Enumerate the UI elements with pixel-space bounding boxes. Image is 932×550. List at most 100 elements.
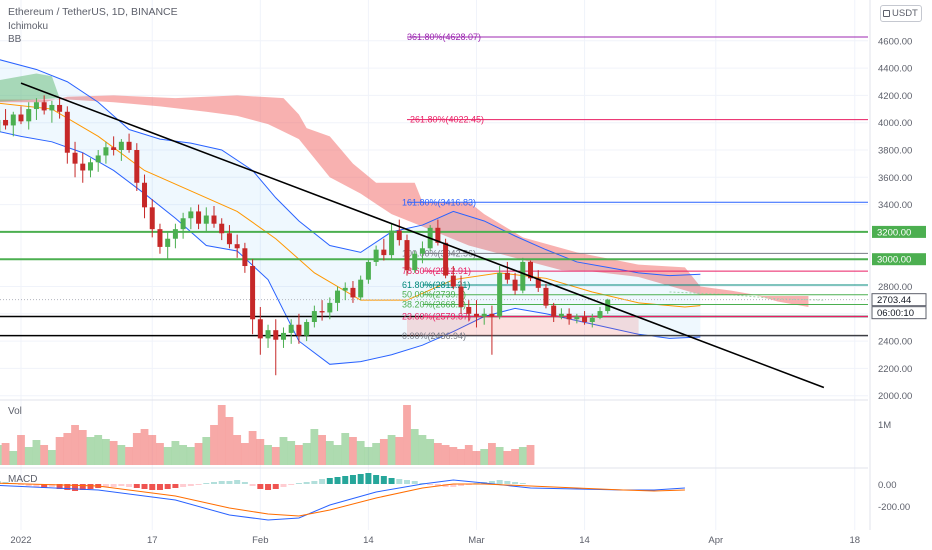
candle-body: [95, 155, 101, 163]
bb-label[interactable]: BB: [8, 34, 22, 45]
candle-body: [87, 162, 93, 171]
price-tick-label: 3600.00: [878, 173, 912, 184]
volume-bar: [240, 443, 249, 465]
volume-bar: [55, 437, 64, 465]
volume-bar: [441, 445, 450, 465]
time-tick-label: Mar: [468, 535, 484, 546]
price-label-box: [872, 253, 926, 266]
candle-body: [41, 102, 47, 111]
candle-body: [597, 311, 603, 318]
macd-histogram-bar: [434, 484, 441, 486]
volume-bar: [194, 443, 203, 465]
volume-bar: [156, 443, 164, 465]
price-label-box: [871, 306, 927, 320]
price-label-text: 2703.44: [877, 295, 911, 306]
macd-histogram-bar: [133, 484, 140, 488]
price-tick-label: 2400.00: [878, 337, 912, 348]
time-tick-label: 14: [579, 535, 590, 546]
candle-body: [373, 249, 379, 262]
candle-body: [280, 332, 286, 340]
fib-label: 61.80%(2811.21): [402, 280, 470, 290]
candle-body: [57, 104, 63, 112]
volume-bar: [410, 429, 419, 465]
volume-bar: [186, 447, 195, 465]
volume-bar: [349, 437, 357, 465]
fib-label: 50.00%(2739.7): [402, 290, 466, 300]
macd-histogram-bar: [404, 480, 410, 484]
price-tick-label: 2000.00: [878, 391, 912, 402]
candle-body: [419, 248, 425, 254]
macd-histogram-bar: [496, 480, 503, 484]
candle-body: [157, 229, 163, 247]
macd-histogram-bar: [110, 484, 117, 487]
macd-histogram-bar: [365, 473, 372, 484]
cloud-bearish: [0, 95, 809, 307]
fibonacci-extension: 361.80%(4628.07) 261.80%(4022.45) 161.80%(…: [402, 32, 868, 341]
candle-body: [26, 109, 32, 122]
volume-bar: [225, 417, 234, 465]
volume-bar: [518, 447, 527, 465]
volume-bar: [40, 445, 49, 465]
macd-histogram-bar: [280, 484, 287, 487]
candle-body: [512, 279, 518, 291]
ichimoku-label[interactable]: Ichimoku: [8, 21, 49, 32]
macd-histogram-bar: [488, 481, 495, 484]
macd-histogram-bar: [187, 484, 194, 486]
macd-histogram-bar: [226, 481, 233, 484]
macd-histogram-bar: [33, 484, 40, 487]
candle-body: [188, 211, 194, 219]
candle-body: [458, 286, 464, 307]
macd-histogram-bar: [357, 474, 364, 484]
candle-body: [435, 227, 441, 243]
macd-histogram-bar: [396, 479, 403, 484]
macd-histogram-bar: [288, 484, 295, 485]
candle-body: [566, 313, 572, 320]
bb-upper: [0, 59, 701, 277]
candle-body: [558, 313, 564, 317]
candle-body: [273, 330, 279, 340]
volume-bar: [433, 443, 442, 465]
candle-body: [226, 233, 232, 245]
price-label-box: [872, 225, 926, 238]
bb-lower: [0, 131, 701, 365]
candle-body: [319, 311, 325, 313]
macd-tick-label: 0.00: [878, 480, 897, 491]
candle-body: [111, 147, 117, 150]
candle-body: [520, 261, 526, 291]
candle-body: [134, 150, 140, 183]
volume-bar: [256, 439, 265, 465]
volume-bar: [379, 439, 388, 465]
volume-bar: [341, 433, 350, 465]
cloud-bullish: [0, 73, 60, 102]
macd-histogram-bar: [295, 483, 302, 484]
volume-bar: [32, 440, 41, 465]
volume-bar: [395, 437, 404, 465]
volume-bar: [1, 443, 10, 465]
candle-body: [172, 229, 178, 239]
volume-bar: [86, 437, 95, 465]
macd-histogram-bar: [64, 484, 71, 490]
macd-histogram-bar: [56, 484, 63, 489]
currency-button[interactable]: USDT: [880, 5, 922, 22]
macd-label[interactable]: MACD: [8, 474, 38, 485]
candle-body: [481, 313, 487, 317]
volume-bar: [387, 435, 396, 465]
candle-body: [211, 215, 217, 224]
macd-histogram-bar: [504, 481, 511, 484]
candle-body: [311, 311, 317, 322]
macd-histogram-bar: [118, 484, 125, 486]
macd-histogram-bar: [311, 481, 318, 484]
volume-bar: [318, 435, 326, 465]
volume-bar: [179, 445, 188, 465]
volume-bar: [132, 433, 141, 465]
volume-bar: [102, 439, 110, 465]
vol-label[interactable]: Vol: [8, 406, 22, 417]
volume-bar: [210, 425, 218, 465]
volume-bar: [78, 430, 87, 465]
volume-bar: [418, 435, 427, 465]
volume-tick-label: 1M: [878, 420, 891, 431]
volume-bar: [403, 405, 411, 465]
candle-body: [103, 147, 109, 156]
macd-histogram-bar: [265, 484, 272, 490]
